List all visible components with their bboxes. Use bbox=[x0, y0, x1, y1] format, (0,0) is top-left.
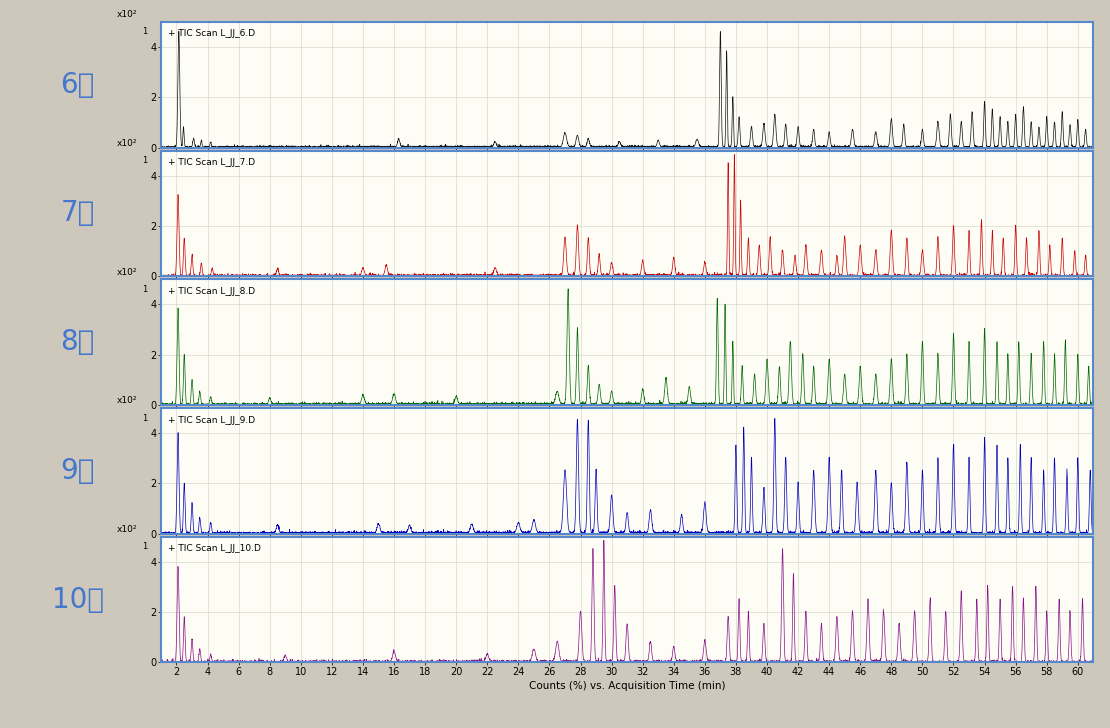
Text: 1: 1 bbox=[142, 28, 147, 36]
X-axis label: Counts (%) vs. Acquisition Time (min): Counts (%) vs. Acquisition Time (min) bbox=[528, 681, 726, 691]
Text: x10²: x10² bbox=[118, 397, 138, 405]
Text: + TIC Scan L_JJ_7.D: + TIC Scan L_JJ_7.D bbox=[169, 158, 255, 167]
Text: 1: 1 bbox=[142, 542, 147, 551]
Text: 10월: 10월 bbox=[52, 585, 103, 614]
Text: x10²: x10² bbox=[118, 525, 138, 534]
Text: + TIC Scan L_JJ_8.D: + TIC Scan L_JJ_8.D bbox=[169, 287, 255, 296]
Text: 1: 1 bbox=[142, 285, 147, 294]
Text: 9월: 9월 bbox=[61, 457, 94, 485]
Text: + TIC Scan L_JJ_9.D: + TIC Scan L_JJ_9.D bbox=[169, 416, 255, 424]
Text: 6월: 6월 bbox=[61, 71, 94, 99]
Text: x10²: x10² bbox=[118, 268, 138, 277]
Text: x10²: x10² bbox=[118, 139, 138, 148]
Text: + TIC Scan L_JJ_6.D: + TIC Scan L_JJ_6.D bbox=[169, 29, 255, 39]
Text: 7월: 7월 bbox=[61, 199, 94, 227]
Text: 1: 1 bbox=[142, 414, 147, 422]
Text: x10²: x10² bbox=[118, 10, 138, 20]
Text: 1: 1 bbox=[142, 156, 147, 165]
Text: + TIC Scan L_JJ_10.D: + TIC Scan L_JJ_10.D bbox=[169, 545, 261, 553]
Text: 8월: 8월 bbox=[61, 328, 94, 356]
